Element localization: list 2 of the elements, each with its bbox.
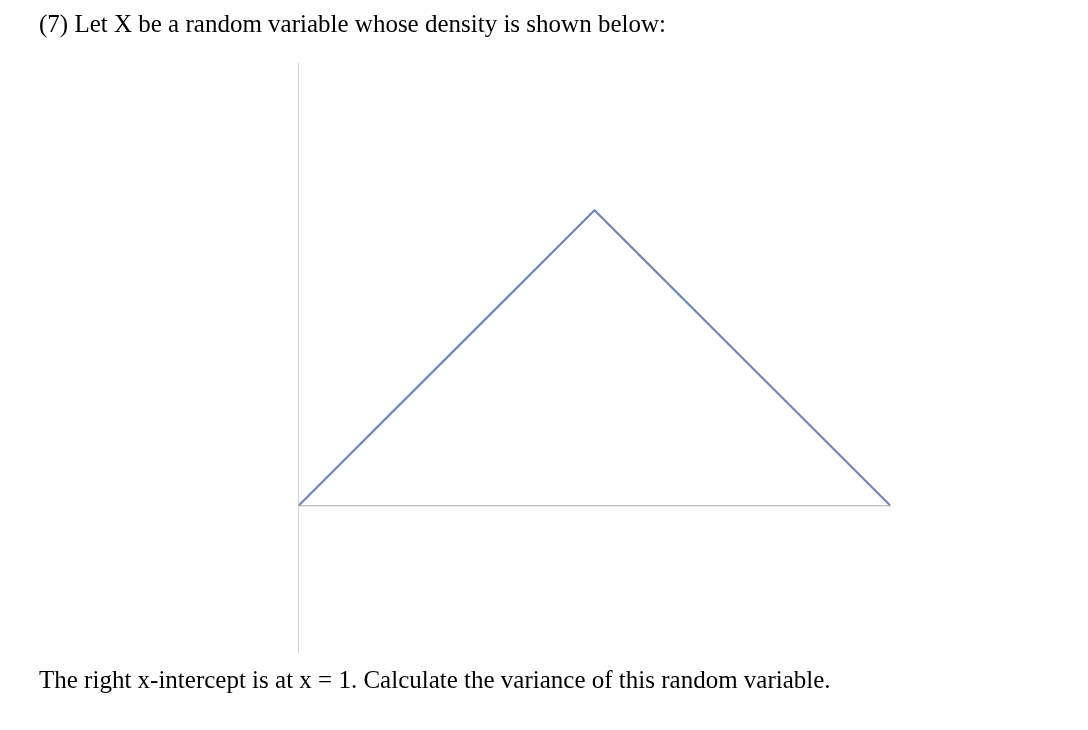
text: The right x-intercept is at x = 1. Calculate the variance of this random variable. (39, 665, 831, 695)
chart-title: (7) Let X be a random variable whose density is shown below: (39, 9, 666, 40)
